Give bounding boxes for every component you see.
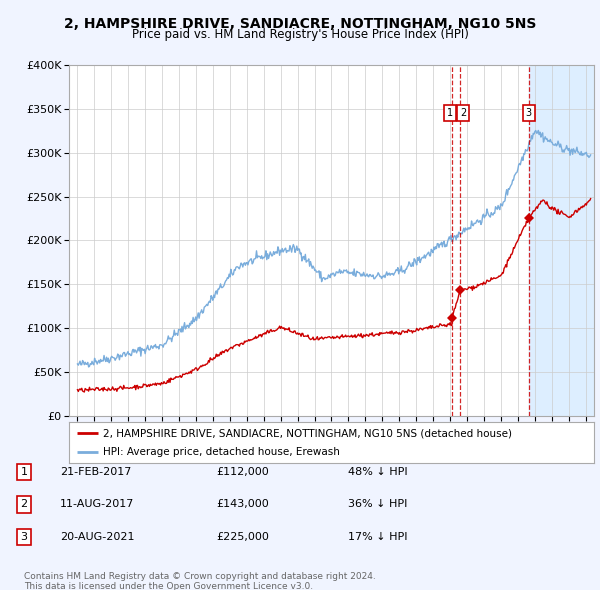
Text: 36% ↓ HPI: 36% ↓ HPI: [348, 500, 407, 509]
Text: £112,000: £112,000: [216, 467, 269, 477]
Text: 2: 2: [20, 500, 28, 509]
Text: £225,000: £225,000: [216, 532, 269, 542]
Text: 17% ↓ HPI: 17% ↓ HPI: [348, 532, 407, 542]
Text: 21-FEB-2017: 21-FEB-2017: [60, 467, 131, 477]
Bar: [529, 65, 594, 416]
Text: 2: 2: [460, 108, 466, 118]
Text: 1: 1: [446, 108, 453, 118]
Text: 20-AUG-2021: 20-AUG-2021: [60, 532, 134, 542]
Text: 3: 3: [20, 532, 28, 542]
Text: 1: 1: [20, 467, 28, 477]
Text: 48% ↓ HPI: 48% ↓ HPI: [348, 467, 407, 477]
Text: HPI: Average price, detached house, Erewash: HPI: Average price, detached house, Erew…: [103, 447, 340, 457]
Text: Contains HM Land Registry data © Crown copyright and database right 2024.: Contains HM Land Registry data © Crown c…: [24, 572, 376, 581]
Text: 2, HAMPSHIRE DRIVE, SANDIACRE, NOTTINGHAM, NG10 5NS: 2, HAMPSHIRE DRIVE, SANDIACRE, NOTTINGHA…: [64, 17, 536, 31]
Text: £143,000: £143,000: [216, 500, 269, 509]
Text: 11-AUG-2017: 11-AUG-2017: [60, 500, 134, 509]
Text: Price paid vs. HM Land Registry's House Price Index (HPI): Price paid vs. HM Land Registry's House …: [131, 28, 469, 41]
Text: 3: 3: [526, 108, 532, 118]
Text: 2, HAMPSHIRE DRIVE, SANDIACRE, NOTTINGHAM, NG10 5NS (detached house): 2, HAMPSHIRE DRIVE, SANDIACRE, NOTTINGHA…: [103, 428, 512, 438]
Text: This data is licensed under the Open Government Licence v3.0.: This data is licensed under the Open Gov…: [24, 582, 313, 590]
